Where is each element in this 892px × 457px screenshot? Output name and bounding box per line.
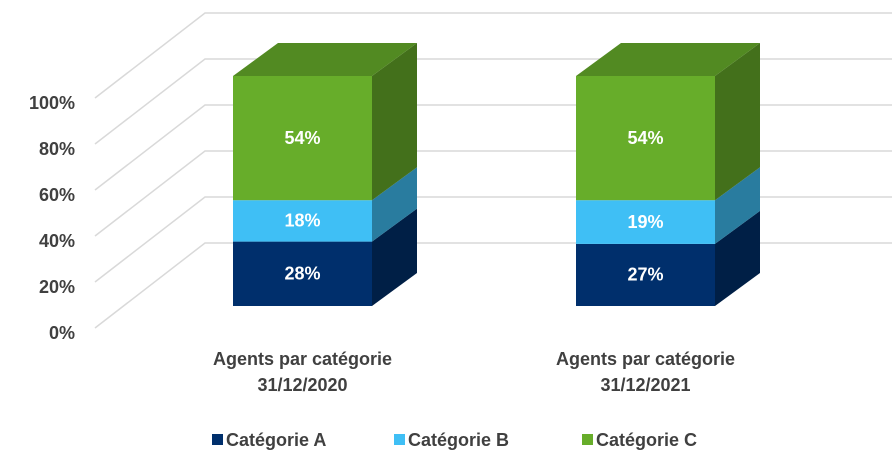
legend-swatch [394, 434, 405, 445]
data-label: 54% [284, 128, 320, 148]
y-tick-label: 20% [39, 277, 75, 297]
y-tick-label: 100% [29, 93, 75, 113]
x-tick-label-line: 31/12/2020 [257, 375, 347, 395]
bar [576, 200, 715, 244]
x-tick-label-line: Agents par catégorie [213, 349, 392, 369]
grid-line [94, 12, 892, 99]
bar-top [576, 43, 760, 76]
bar [576, 243, 715, 306]
y-tick-label: 40% [39, 231, 75, 251]
legend-label: Catégorie B [408, 430, 509, 450]
data-label: 19% [627, 212, 663, 232]
grid-line [94, 196, 892, 283]
y-tick-label: 80% [39, 139, 75, 159]
bar [233, 200, 372, 242]
bar-top [233, 43, 417, 76]
data-label: 54% [627, 128, 663, 148]
legend-label: Catégorie A [226, 430, 326, 450]
bar-side [715, 210, 760, 306]
legend-swatch [582, 434, 593, 445]
bar-side [372, 43, 417, 201]
legend-label: Catégorie C [596, 430, 697, 450]
bar-side [715, 167, 760, 244]
x-tick-label: Agents par catégorie 31/12/2020 [213, 349, 392, 395]
bar [233, 76, 372, 201]
grid-line [94, 104, 892, 191]
x-tick-label: Agents par catégorie 31/12/2021 [556, 349, 735, 395]
x-tick-label-line: 31/12/2021 [600, 375, 690, 395]
x-tick-label-line: Agents par catégorie [556, 349, 735, 369]
bar [233, 241, 372, 306]
bar-side [372, 167, 417, 242]
grid-line [94, 58, 892, 145]
bar [576, 76, 715, 201]
data-label: 27% [627, 265, 663, 285]
data-label: 28% [284, 264, 320, 284]
data-label: 18% [284, 211, 320, 231]
y-tick-label: 0% [49, 323, 75, 343]
legend-swatch [212, 434, 223, 445]
bar-side [715, 43, 760, 201]
grid-line [94, 150, 892, 237]
grid-line [94, 242, 892, 329]
bar-side [372, 208, 417, 306]
y-tick-label: 60% [39, 185, 75, 205]
